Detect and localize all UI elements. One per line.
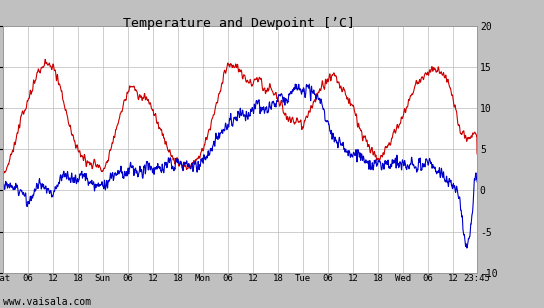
- Text: Temperature and Dewpoint [’C]: Temperature and Dewpoint [’C]: [123, 17, 355, 30]
- Text: www.vaisala.com: www.vaisala.com: [3, 297, 91, 307]
